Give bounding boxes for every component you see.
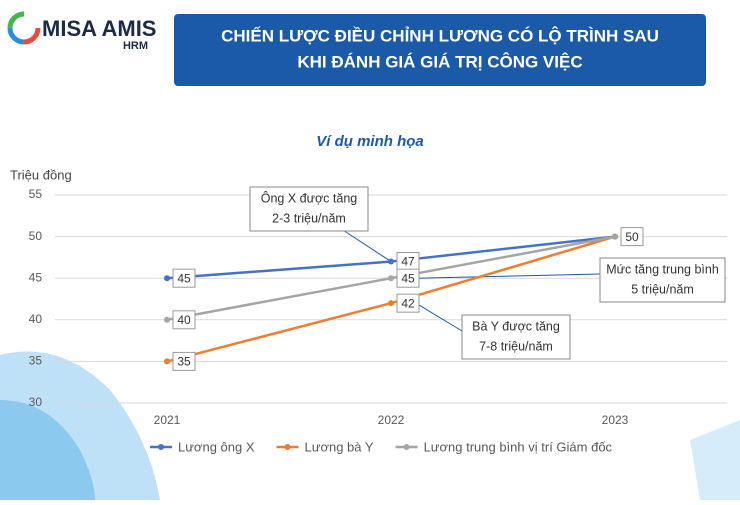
chart-title: Ví dụ minh họa	[316, 133, 424, 150]
y-tick-label: 55	[29, 187, 43, 201]
point	[388, 275, 394, 282]
callout-text: 5 triệu/năm	[631, 282, 694, 296]
x-tick-label: 2022	[378, 413, 405, 427]
logo-brand: MISA AMIS	[42, 16, 156, 41]
logo-icon	[7, 11, 41, 45]
x-tick-label: 2023	[602, 413, 629, 427]
callout-box	[249, 186, 369, 232]
callout-box	[599, 257, 726, 303]
data-label: 45	[177, 271, 191, 285]
data-label: 50	[625, 230, 639, 244]
logo-icon	[7, 11, 41, 45]
callout-text: 7-8 triệu/năm	[479, 339, 553, 353]
data-label: 47	[401, 255, 415, 269]
point	[164, 275, 170, 282]
logo-product: HRM	[123, 40, 148, 52]
decor	[0, 400, 95, 500]
data-label-box	[620, 227, 644, 247]
data-label: 42	[401, 296, 415, 310]
legend-swatch	[403, 444, 410, 450]
data-label-box	[396, 268, 420, 288]
callout-line	[415, 273, 601, 279]
legend-swatch	[158, 444, 164, 450]
y-tick-label: 50	[29, 229, 43, 243]
legend-label: Lương trung bình vị trí Giám đốc	[424, 439, 613, 454]
callout-line	[415, 302, 463, 332]
callout-box	[461, 314, 571, 360]
data-label: 45	[401, 271, 415, 285]
data-label-box	[172, 310, 196, 330]
logo-icon	[7, 11, 41, 45]
data-label: 40	[177, 313, 191, 327]
header-title: CHIẾN LƯỢC ĐIỀU CHỈNH LƯƠNG CÓ LỘ TRÌNH …	[221, 26, 659, 45]
data-label-box	[172, 351, 196, 371]
x-tick-label: 2021	[154, 413, 181, 427]
y-tick-label: 45	[29, 270, 43, 284]
callout-text: Mức tăng trung bình	[606, 262, 719, 276]
y-tick-label: 35	[29, 354, 43, 368]
callout-text: 2-3 triệu/năm	[272, 211, 346, 225]
header-title: KHI ĐÁNH GIÁ GIÁ TRỊ CÔNG VIỆC	[297, 52, 582, 71]
decor	[690, 420, 740, 500]
point	[164, 358, 170, 365]
point	[388, 300, 394, 307]
point	[612, 233, 618, 240]
legend-swatch	[284, 444, 291, 450]
callout-text: Ông X được tăng	[261, 190, 358, 205]
legend-label: Lương bà Y	[305, 439, 374, 454]
callout-text: Bà Y được tăng	[472, 319, 560, 333]
y-tick-label: 30	[29, 395, 43, 409]
y-axis-label: Triệu đồng	[10, 167, 72, 182]
callout-line	[344, 230, 392, 262]
data-label-box	[172, 268, 196, 288]
legend-label: Lương ông X	[178, 439, 255, 454]
point	[164, 316, 170, 323]
y-tick-label: 40	[29, 312, 43, 326]
data-label-box	[396, 293, 420, 313]
header-box	[174, 14, 706, 86]
point	[388, 258, 394, 265]
data-label: 35	[177, 355, 191, 369]
